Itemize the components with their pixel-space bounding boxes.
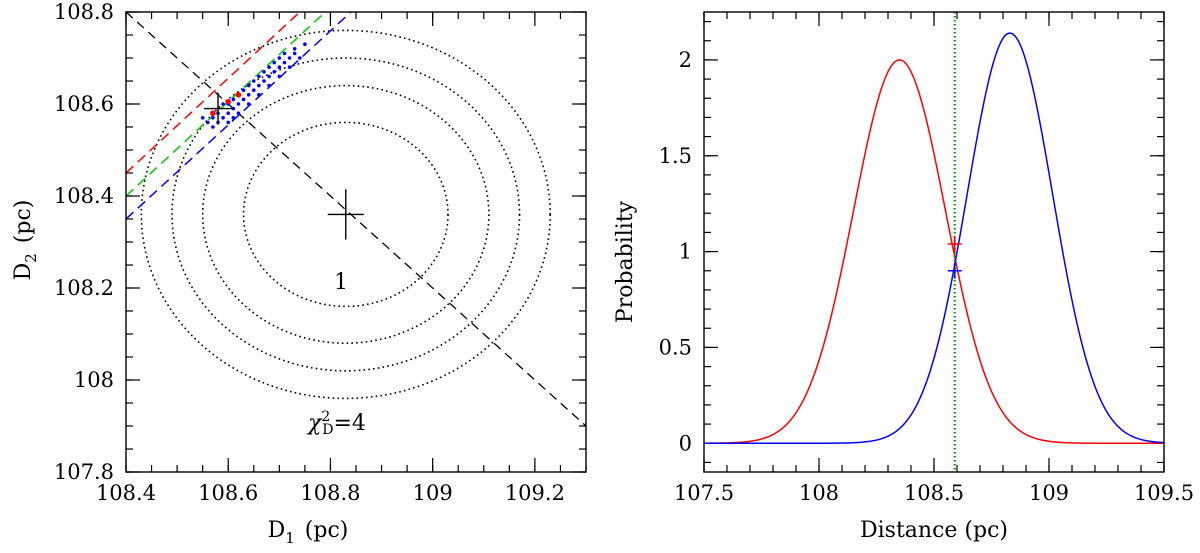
blue-sample-point bbox=[226, 111, 231, 115]
contour-circle bbox=[171, 57, 521, 372]
blue-sample-point bbox=[221, 102, 225, 106]
blue-sample-point bbox=[292, 51, 297, 56]
left-y-axis-label: D2(pc) bbox=[11, 200, 40, 281]
left-x-tick-label: 108.4 bbox=[96, 481, 156, 505]
right-x-tick-label: 109 bbox=[1029, 481, 1069, 505]
blue-sample-point bbox=[272, 70, 277, 74]
blue-sample-point bbox=[292, 47, 297, 51]
gaussian-curve-blue bbox=[704, 32, 1165, 444]
blue-sample-point bbox=[267, 65, 271, 69]
left-x-tick-label: 108.8 bbox=[300, 481, 360, 505]
blue-sample-point bbox=[200, 116, 205, 120]
blue-sample-point bbox=[262, 70, 266, 74]
right-y-tick-label: 0.5 bbox=[659, 335, 692, 359]
blue-sample-point bbox=[226, 120, 231, 125]
blue-sample-point bbox=[211, 125, 215, 129]
blue-sample-point bbox=[272, 60, 277, 65]
blue-sample-point bbox=[262, 79, 266, 83]
contour-circle bbox=[242, 121, 449, 308]
blue-sample-point bbox=[241, 97, 246, 102]
right-x-tick-label: 108.5 bbox=[904, 481, 964, 505]
right-y-tick-label: 0 bbox=[679, 431, 692, 455]
left-y-tick-label: 107.8 bbox=[54, 460, 114, 484]
left-x-tick-label: 108.6 bbox=[198, 481, 258, 505]
blue-sample-point bbox=[236, 102, 241, 106]
blue-sample-point bbox=[246, 83, 251, 88]
left-y-tick-label: 108.6 bbox=[54, 92, 114, 116]
blue-sample-point bbox=[277, 74, 282, 79]
blue-sample-point bbox=[267, 83, 271, 88]
red-sample-point bbox=[225, 98, 232, 105]
left-x-axis-label: D1 (pc) bbox=[268, 518, 349, 547]
right-plot-frame bbox=[703, 11, 1165, 473]
right-plot-area bbox=[704, 12, 1165, 472]
blue-sample-point bbox=[251, 88, 256, 92]
blue-sample-point bbox=[282, 51, 287, 56]
probability-chart: 107.5 108 108.5 109 109.5 0 0.5 1 1.5 2 Distance … bbox=[613, 11, 1194, 543]
contour-circle bbox=[201, 84, 490, 344]
contour-circle bbox=[140, 29, 552, 400]
left-y-tick-label: 108.4 bbox=[54, 184, 114, 208]
right-tick-labels: 107.5 108 108.5 109 109.5 0 0.5 1 1.5 2 bbox=[659, 48, 1194, 505]
blue-sample-point bbox=[277, 56, 282, 60]
red-sample-point bbox=[210, 110, 216, 116]
left-x-tick-label: 109.2 bbox=[505, 481, 565, 505]
blue-sample-point bbox=[267, 74, 271, 79]
blue-sample-point bbox=[303, 42, 307, 46]
blue-sample-point bbox=[257, 83, 261, 88]
band-line-blue bbox=[126, 12, 352, 220]
band-line-red bbox=[126, 12, 301, 174]
blue-sample-point bbox=[236, 111, 241, 115]
antidiagonal-line bbox=[126, 12, 586, 427]
blue-sample-point bbox=[205, 120, 210, 125]
contour-chart: 108.4 108.6 108.8 109 109.2 107.8 108 108.2 108.… bbox=[11, 0, 587, 547]
left-x-tick-label: 109 bbox=[413, 481, 453, 505]
blue-sample-point bbox=[231, 106, 236, 111]
right-x-tick-label: 109.5 bbox=[1134, 481, 1194, 505]
red-sample-point bbox=[235, 92, 242, 98]
right-x-axis-label: Distance (pc) bbox=[860, 518, 1008, 543]
left-y-tick-label: 108.8 bbox=[54, 0, 114, 24]
right-y-tick-label: 1.5 bbox=[659, 144, 692, 168]
blue-sample-point bbox=[246, 102, 251, 106]
blue-sample-point bbox=[231, 116, 236, 120]
left-y-tick-label: 108.2 bbox=[54, 276, 114, 300]
blue-sample-point bbox=[246, 93, 251, 97]
right-x-tick-label: 107.5 bbox=[674, 481, 734, 505]
contour-label-inner: 1 bbox=[334, 270, 348, 295]
blue-sample-point bbox=[251, 79, 256, 83]
right-y-tick-label: 1 bbox=[679, 240, 692, 264]
blue-sample-point bbox=[287, 65, 292, 69]
blue-sample-point bbox=[231, 97, 236, 102]
right-x-tick-label: 108 bbox=[799, 481, 839, 505]
blue-sample-point bbox=[211, 116, 215, 120]
right-ticks bbox=[703, 12, 1165, 472]
left-tick-labels: 108.4 108.6 108.8 109 109.2 107.8 108 108.2 108.… bbox=[54, 0, 565, 505]
right-y-tick-label: 2 bbox=[679, 48, 692, 72]
blue-sample-point bbox=[297, 56, 302, 60]
left-ticks bbox=[125, 11, 587, 473]
band-line-green bbox=[126, 12, 326, 197]
blue-sample-point bbox=[277, 65, 282, 69]
blue-sample-point bbox=[282, 60, 287, 65]
gaussian-curve-red bbox=[704, 59, 1164, 444]
left-plot-frame bbox=[125, 11, 587, 473]
blue-sample-point bbox=[241, 88, 246, 92]
right-y-axis-label: Probability bbox=[613, 200, 638, 323]
blue-sample-point bbox=[287, 56, 292, 60]
contour-label-outer: χ2 D=4 bbox=[306, 409, 366, 438]
blue-sample-point bbox=[257, 93, 261, 97]
left-y-tick-label: 108 bbox=[74, 368, 114, 392]
blue-sample-point bbox=[257, 74, 261, 79]
blue-sample-point bbox=[221, 116, 225, 120]
left-plot-area bbox=[126, 12, 586, 427]
